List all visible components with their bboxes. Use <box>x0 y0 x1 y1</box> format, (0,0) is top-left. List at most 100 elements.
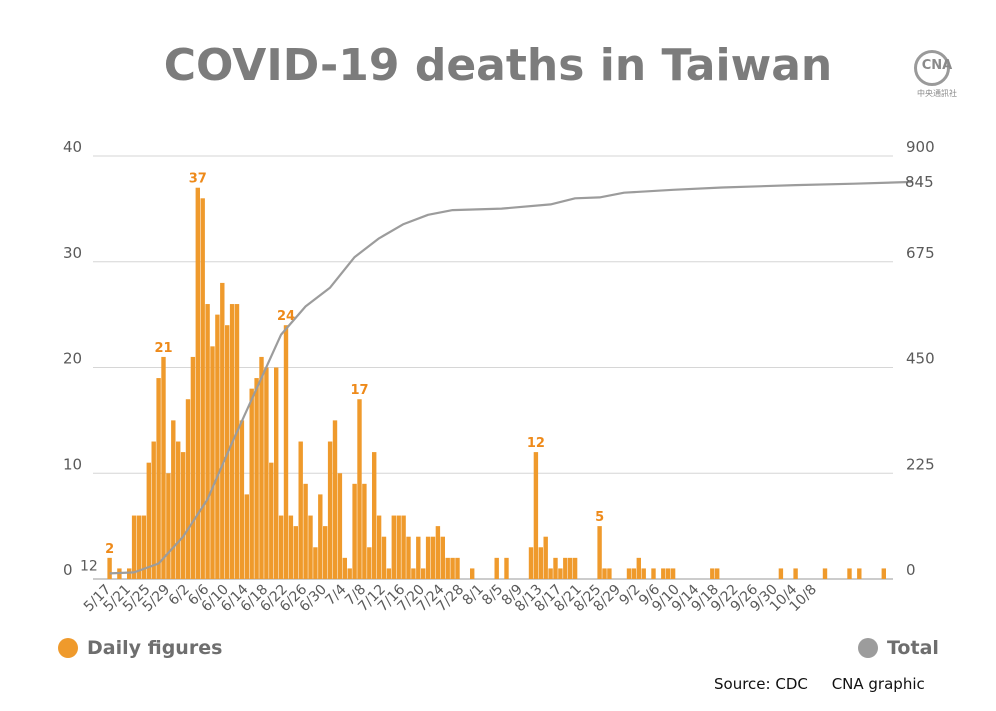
bar-data-label: 2 <box>105 542 114 557</box>
daily-bar <box>450 557 455 579</box>
daily-bar <box>670 568 676 579</box>
daily-bar <box>597 526 602 579</box>
daily-bar <box>259 356 264 579</box>
daily-bar <box>602 568 607 579</box>
daily-bar <box>881 568 886 579</box>
left-axis-ticks: 0 10 20 30 40 <box>63 138 82 579</box>
total-start-label: 12 <box>80 558 98 574</box>
legend-daily-label: Daily figures <box>87 637 223 659</box>
daily-bar <box>171 420 176 579</box>
daily-bar <box>386 568 392 579</box>
daily-bar <box>372 452 377 579</box>
daily-bar <box>337 473 343 579</box>
daily-bar <box>210 346 215 579</box>
logo-ring <box>914 50 950 86</box>
daily-bars <box>107 187 886 580</box>
daily-bar <box>710 568 715 579</box>
daily-bar <box>131 515 137 579</box>
daily-bar <box>847 568 852 579</box>
daily-bar <box>401 515 406 579</box>
daily-bar <box>778 568 784 579</box>
daily-bar <box>548 568 553 579</box>
daily-bar <box>376 515 382 579</box>
daily-bar <box>249 388 254 579</box>
legend-total: Total <box>858 637 939 659</box>
daily-bar <box>528 547 534 579</box>
daily-bar <box>470 568 475 579</box>
daily-bar <box>303 483 308 579</box>
logo-mark: CNA <box>921 58 953 73</box>
daily-bar <box>430 536 436 579</box>
daily-bar <box>215 314 220 579</box>
daily-bar <box>151 441 156 579</box>
daily-bar <box>190 356 196 579</box>
daily-bar <box>278 515 284 579</box>
daily-bar <box>494 557 499 579</box>
legend-total-label: Total <box>887 637 939 659</box>
daily-bar <box>185 399 191 579</box>
daily-bar <box>254 378 259 579</box>
left-tick-label: 40 <box>63 138 82 156</box>
daily-bar <box>367 547 372 579</box>
daily-bar <box>533 452 539 579</box>
bar-data-label: 37 <box>189 172 207 187</box>
bar-data-label: 21 <box>154 341 172 356</box>
right-tick-label: 0 <box>906 561 916 579</box>
chart-title: COVID-19 deaths in Taiwan <box>163 40 833 91</box>
x-axis-ticks: 5/175/215/255/296/26/66/106/146/186/226/… <box>81 581 820 615</box>
right-tick-label: 225 <box>906 455 935 473</box>
right-tick-label: 450 <box>906 350 935 368</box>
daily-bar <box>822 568 828 579</box>
daily-bar <box>396 515 401 579</box>
daily-bar <box>626 568 632 579</box>
source-credit: Source: CDC CNA graphic <box>714 675 925 693</box>
total-line: 12 845 <box>80 173 934 575</box>
daily-bar <box>568 557 573 579</box>
daily-bar <box>636 557 641 579</box>
daily-bar <box>563 557 568 579</box>
daily-bar <box>631 568 637 579</box>
daily-bar <box>455 557 460 579</box>
legend-total-swatch <box>858 638 878 658</box>
daily-bar <box>352 483 357 579</box>
daily-bar <box>362 483 367 579</box>
daily-bar <box>205 304 210 579</box>
daily-bar <box>195 187 200 579</box>
daily-bar <box>347 568 352 579</box>
left-tick-label: 10 <box>63 455 82 473</box>
daily-bar <box>641 568 646 579</box>
daily-bar <box>666 568 671 579</box>
bar-data-label: 12 <box>527 436 545 451</box>
daily-bar <box>136 515 142 579</box>
cna-logo: CNA 中央通訊社 <box>906 50 968 100</box>
daily-bar <box>558 568 563 579</box>
daily-bar <box>332 420 338 579</box>
daily-bar <box>200 198 205 580</box>
source-label: Source: CDC <box>714 675 808 693</box>
daily-bar <box>793 568 798 579</box>
left-tick-label: 20 <box>63 350 82 368</box>
daily-bar <box>146 462 151 579</box>
bar-data-label: 17 <box>350 383 368 398</box>
logo-subtext: 中央通訊社 <box>917 89 957 98</box>
daily-bar <box>440 536 445 579</box>
daily-bar <box>180 452 186 579</box>
daily-bar <box>504 557 509 579</box>
daily-bar <box>288 515 294 579</box>
daily-bar <box>274 367 279 579</box>
daily-bar <box>234 304 240 579</box>
daily-bar <box>127 568 132 579</box>
legend-daily: Daily figures <box>58 637 222 659</box>
daily-bar <box>607 568 612 579</box>
daily-bar <box>244 494 249 579</box>
left-tick-label: 30 <box>63 244 82 262</box>
daily-bar <box>298 441 303 579</box>
daily-bar <box>283 325 289 579</box>
daily-bar <box>425 536 431 579</box>
daily-bar <box>411 568 416 579</box>
daily-bar <box>553 557 558 579</box>
daily-bar <box>391 515 396 579</box>
bar-data-label: 5 <box>595 510 604 525</box>
daily-bar <box>661 568 666 579</box>
